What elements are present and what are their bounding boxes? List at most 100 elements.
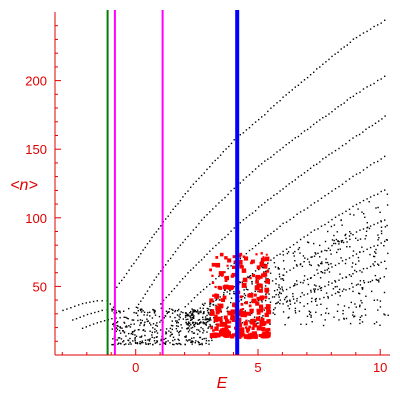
data-point	[154, 310, 156, 312]
red-data-point	[243, 256, 249, 261]
data-point	[333, 224, 336, 226]
red-data-point	[224, 275, 229, 281]
data-point	[325, 292, 328, 294]
data-point	[202, 322, 204, 324]
red-data-point	[259, 275, 263, 279]
data-point	[276, 102, 278, 104]
data-point	[137, 307, 139, 309]
data-point	[139, 324, 141, 326]
data-point	[211, 325, 213, 327]
data-point	[254, 245, 257, 247]
data-point	[282, 96, 284, 98]
data-point	[248, 127, 251, 129]
data-point	[374, 261, 376, 263]
data-point	[282, 146, 284, 149]
red-data-point	[220, 332, 225, 337]
red-data-point	[259, 308, 264, 313]
data-point	[171, 290, 173, 293]
data-point	[313, 229, 316, 231]
data-point	[324, 285, 326, 288]
data-point	[244, 302, 246, 304]
data-point	[190, 310, 192, 313]
data-point	[137, 314, 139, 317]
data-point	[261, 116, 263, 118]
data-point	[175, 328, 178, 330]
data-point	[350, 301, 352, 304]
data-point	[364, 238, 366, 240]
data-point	[130, 265, 133, 267]
data-point	[261, 316, 263, 319]
data-point	[278, 268, 280, 270]
data-point	[313, 290, 316, 292]
data-point	[303, 279, 305, 282]
data-point	[296, 265, 298, 267]
data-point	[149, 286, 151, 288]
data-point	[159, 329, 162, 331]
data-point	[270, 233, 272, 235]
y-tick-label: 200	[25, 74, 47, 89]
data-point	[332, 288, 335, 290]
data-point	[322, 158, 324, 160]
red-data-point	[228, 333, 231, 336]
data-point	[353, 316, 355, 318]
data-point	[119, 310, 121, 312]
data-point	[251, 283, 253, 285]
red-data-point	[263, 264, 268, 269]
data-point	[358, 292, 360, 294]
data-point	[361, 246, 363, 248]
data-point	[273, 296, 276, 298]
data-point	[203, 311, 205, 313]
data-point	[319, 298, 321, 300]
data-point	[170, 333, 172, 336]
data-point	[328, 271, 331, 273]
data-point	[188, 329, 191, 331]
data-point	[218, 275, 220, 278]
data-point	[267, 158, 269, 160]
data-point	[381, 118, 383, 120]
red-data-point	[232, 304, 235, 307]
red-data-point	[266, 269, 270, 273]
data-point	[217, 157, 219, 159]
red-data-point	[217, 303, 220, 306]
data-point	[153, 311, 155, 313]
data-point	[328, 113, 330, 115]
data-point	[129, 337, 131, 340]
ticks-layer: 0 5 10 50 100 150 200	[25, 25, 387, 375]
red-data-point	[259, 262, 265, 267]
data-point	[195, 311, 198, 313]
data-point	[96, 322, 98, 324]
data-point	[165, 218, 167, 220]
data-point	[278, 273, 281, 275]
data-point	[196, 329, 198, 331]
data-point	[277, 268, 279, 270]
data-point	[375, 252, 377, 254]
data-point	[119, 332, 122, 334]
data-point	[199, 343, 202, 345]
data-point	[215, 205, 217, 207]
data-point	[281, 288, 284, 290]
data-point	[185, 335, 187, 337]
data-point	[230, 190, 232, 192]
data-point	[78, 304, 80, 306]
data-point	[384, 219, 386, 221]
data-point	[171, 320, 173, 322]
data-point	[135, 306, 138, 308]
data-point	[345, 289, 347, 291]
data-point	[195, 264, 197, 266]
data-point	[142, 329, 144, 332]
data-point	[191, 316, 193, 319]
data-point	[142, 249, 144, 251]
data-point	[205, 324, 207, 326]
data-point	[200, 174, 203, 177]
data-point	[202, 307, 204, 310]
data-point	[296, 241, 298, 244]
data-point	[326, 261, 329, 264]
data-point	[362, 287, 364, 289]
data-point	[354, 269, 356, 272]
data-point	[202, 321, 204, 323]
data-point	[174, 309, 177, 312]
data-point	[292, 293, 294, 295]
data-point	[178, 339, 180, 341]
data-point	[366, 222, 368, 224]
data-point	[156, 340, 159, 342]
